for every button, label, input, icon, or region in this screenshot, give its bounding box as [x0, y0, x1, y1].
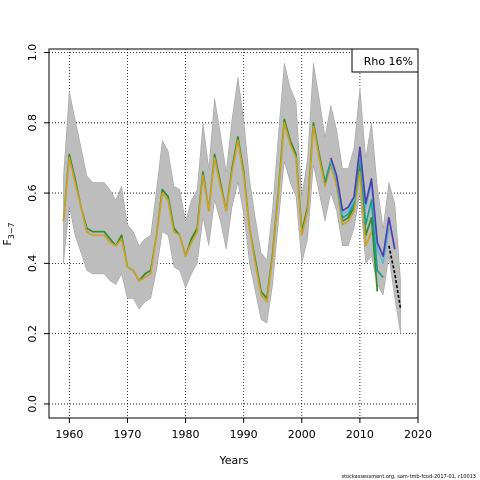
x-tick-label-1990: 1990	[230, 428, 258, 441]
y-axis-title-subscript: 3−7	[7, 222, 16, 239]
legend-frame	[351, 48, 419, 73]
series-line-6	[388, 245, 402, 310]
x-axis-title: Years	[218, 454, 248, 467]
y-tick-label-0.2: 0.2	[26, 325, 39, 343]
x-tick-label-1960: 1960	[55, 428, 83, 441]
y-tick-label-0.6: 0.6	[26, 184, 39, 202]
legend-text: Rho 16%	[364, 55, 413, 68]
y-tick-label-0.8: 0.8	[26, 114, 39, 132]
x-tick-label-2000: 2000	[288, 428, 316, 441]
x-tick-label-2010: 2010	[346, 428, 374, 441]
footer-credit: stockassessment.org, sam-tmb-fcod-2017-0…	[341, 474, 476, 480]
series-group	[62, 118, 402, 310]
confidence-band	[63, 63, 401, 334]
y-tick-label-0: 0.0	[26, 395, 39, 413]
y-tick-label-1: 1.0	[26, 44, 39, 62]
confidence-band-group	[63, 63, 401, 334]
y-axis: 0.0 0.2 0.4 0.6 0.8 1.0	[26, 44, 50, 413]
x-tick-label-1970: 1970	[113, 428, 141, 441]
legend-box: Rho 16%	[351, 48, 419, 73]
series-line-5	[329, 146, 396, 258]
y-axis-title: F3−7	[1, 222, 16, 245]
y-axis-title-main: F	[1, 239, 14, 245]
y-tick-label-0.4: 0.4	[26, 255, 39, 273]
x-tick-label-2020: 2020	[404, 428, 432, 441]
x-axis: 1960 1970 1980 1990 2000 2010 2020	[55, 417, 432, 441]
x-tick-label-1980: 1980	[172, 428, 200, 441]
series-line-2	[62, 121, 373, 303]
